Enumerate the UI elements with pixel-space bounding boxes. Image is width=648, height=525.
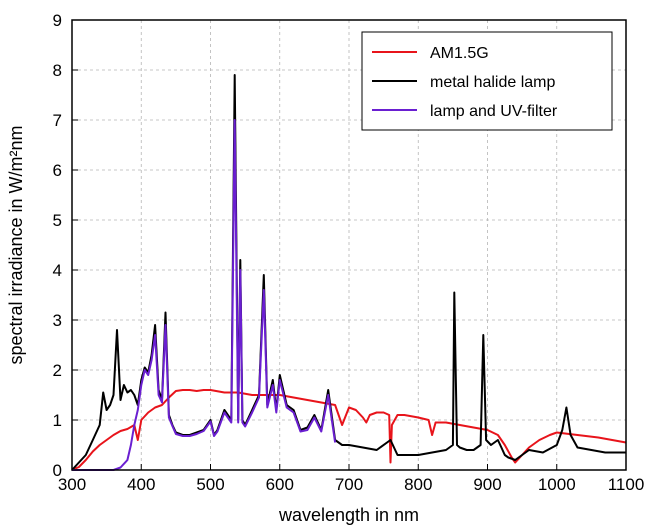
y-tick-label: 0 — [53, 461, 62, 480]
y-tick-label: 4 — [53, 261, 62, 280]
y-tick-label: 5 — [53, 211, 62, 230]
x-tick-label: 600 — [266, 475, 294, 494]
x-tick-label: 500 — [196, 475, 224, 494]
x-tick-label: 800 — [404, 475, 432, 494]
tick-labels: 300 400 500 600 700 800 900 1000 1100 0 1 2 3 4 5 6 7 8 9 — [53, 11, 645, 494]
axis-ticks — [71, 19, 627, 471]
legend-entry-lamp-and-uv-filter: lamp and UV-filter — [372, 103, 558, 120]
y-tick-label: 7 — [53, 111, 62, 130]
y-tick-label: 1 — [53, 411, 62, 430]
legend: AM1.5G metal halide lamp lamp and UV-fil… — [361, 31, 613, 131]
y-tick-label: 2 — [53, 361, 62, 380]
x-axis-label: wavelength in nm — [278, 505, 419, 525]
y-tick-label: 8 — [53, 61, 62, 80]
legend-entry-am15g: AM1.5G — [372, 45, 489, 62]
legend-label-lamp-and-uv-filter: lamp and UV-filter — [430, 103, 558, 120]
x-tick-label: 1100 — [608, 475, 645, 494]
series-lines — [71, 74, 627, 471]
x-tick-label: 400 — [127, 475, 155, 494]
legend-label-am15g: AM1.5G — [430, 45, 489, 62]
y-axis-label: spectral irradiance in W/m²nm — [6, 125, 26, 364]
series-line-am1-5g — [71, 389, 627, 471]
x-tick-label: 700 — [335, 475, 363, 494]
x-tick-label: 900 — [473, 475, 501, 494]
y-tick-label: 6 — [53, 161, 62, 180]
x-tick-label: 300 — [58, 475, 86, 494]
legend-label-metal-halide-lamp: metal halide lamp — [430, 74, 556, 91]
y-tick-label: 9 — [53, 11, 62, 30]
y-tick-label: 3 — [53, 311, 62, 330]
series-line-lamp-and-uv-filter — [72, 119, 337, 471]
x-tick-label: 1000 — [538, 475, 576, 494]
legend-entry-metal-halide-lamp: metal halide lamp — [372, 74, 556, 91]
